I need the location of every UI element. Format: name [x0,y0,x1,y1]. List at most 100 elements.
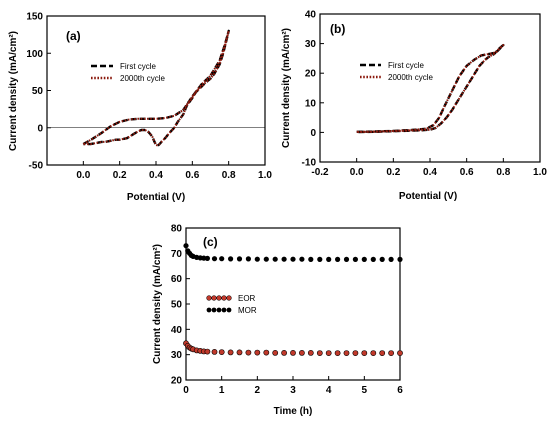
panel-b-xtick-label: -0.2 [311,167,329,178]
panel-a-ytick-label: 50 [32,86,44,97]
panel-c-eor-point [236,349,243,356]
panel-c-mor-point [361,256,367,262]
panel-c-eor-point [218,349,225,355]
panel-c-eor-point [361,350,368,356]
panel-b-series-2000th-cycle-line [356,44,505,134]
panel-c-mor-point [228,256,234,262]
panel-a-ytick-label: 100 [26,49,43,60]
panel-c-eor-point [334,350,341,356]
panel-c-eor-point [316,350,323,356]
panel-c-eor-point [397,350,403,356]
panel-c-ytick-label: 50 [171,300,183,311]
panel-c-eor-point [211,348,218,355]
panel-c-xtick-label: 6 [397,385,403,396]
panel-a-ytick-label: 150 [26,12,43,23]
panel-a-ylabel: Current density (mA/cm²) [8,31,19,151]
panel-b-plot-frame [319,13,541,163]
panel-c-eor-point [254,349,261,356]
legend-c-mor-dot [206,307,212,313]
panel-a: 0.0 0.2 0.4 0.6 0.8 1.0 -50 0 50 100 150 (a) First… [8,12,272,204]
panel-b-xtick-label: 0.4 [423,167,437,178]
panel-c-eor-point [388,350,394,356]
panel-c-xtick-label: 5 [362,385,368,396]
legend-c-mor-dot [216,307,222,313]
panel-a-xtick-label: 0.2 [113,170,127,181]
panel-c-ytick-label: 60 [171,274,183,285]
panel-b-xtick-label: 0.0 [350,167,364,178]
panel-a-ticks: 0.0 0.2 0.4 0.6 0.8 1.0 -50 0 50 100 150 [26,12,272,182]
panel-b-ytick-label: 10 [305,98,317,109]
panel-c-eor-point [379,350,386,356]
panel-c: 0 1 2 3 4 5 6 20 30 40 50 60 70 80 (c) EOR MOR Time (… [152,224,403,418]
panel-b-xlabel: Potential (V) [399,191,457,202]
panel-c-ylabel: Current density (mA/cm²) [152,244,163,364]
panel-c-mor-point [290,256,296,262]
panel-c-mor-point [397,256,403,262]
legend-c-mor-dot [226,307,232,313]
panel-c-mor-point [326,256,332,262]
legend-c-mor-swatch [206,307,232,313]
panel-a-xtick-label: 0.4 [149,170,163,181]
legend-c-mor-dot [211,307,217,313]
panel-a-series [82,29,230,147]
panel-c-eor-point [227,349,234,356]
panel-b-ytick-label: 30 [305,39,317,50]
panel-b-ytick-label: 20 [305,69,317,80]
panel-c-eor-point [272,349,279,356]
panel-b-ytick-label: 0 [310,128,316,139]
panel-b-xtick-label: 0.2 [386,167,400,178]
panel-c-eor-point [245,349,252,356]
legend-c-eor-dot [216,295,222,301]
panel-c-mor-point [335,256,341,262]
panel-c-eor-point [263,349,270,356]
panel-a-xtick-label: 0.0 [76,170,90,181]
legend-c-eor-dot [206,295,212,301]
legend-c-eor-swatch [206,295,232,301]
panel-c-eor-point [298,349,305,356]
panel-c-mor-point [204,255,210,261]
legend-a-first-label: First cycle [120,62,157,71]
panel-c-mor-point [219,256,225,262]
panel-a-xtick-label: 0.8 [222,170,236,181]
panel-c-mor-point [388,256,394,262]
panel-c-mor-point [183,243,189,249]
panel-c-eor-point [370,350,377,356]
legend-c-eor-label: EOR [238,294,256,303]
panel-c-mor-point [352,256,358,262]
legend-b-2000-label: 2000th cycle [388,73,433,82]
panel-b-label: (b) [330,22,345,36]
panel-c-eor-point [307,349,314,356]
panel-c-eor-point [343,350,350,356]
panel-c-mor-point [343,256,350,262]
panel-a-ytick-label: -50 [29,161,44,172]
legend-a-2000-label: 2000th cycle [120,74,165,83]
panel-c-ytick-label: 30 [171,350,183,361]
panel-a-xtick-label: 1.0 [258,170,272,181]
panel-a-xlabel: Potential (V) [127,192,185,203]
panel-b-xtick-label: 1.0 [533,167,547,178]
panel-c-mor-point [211,256,218,262]
panel-a-series-first-cycle-line [82,29,230,147]
panel-c-mor-point [245,256,251,262]
panel-b-ytick-label: 40 [305,10,317,21]
panel-c-mor-point [308,256,314,262]
panel-a-series-2000th-cycle-line [82,29,230,147]
panel-b-ytick-label: -10 [302,158,317,169]
panel-b: -0.2 0.0 0.2 0.4 0.6 0.8 1.0 -10 0 10 20 30 40 (b) F… [281,10,547,203]
panel-c-mor-point [263,256,269,262]
panel-b-ticks: -0.2 0.0 0.2 0.4 0.6 0.8 1.0 -10 0 10 20 30 40 [302,10,548,179]
legend-c-eor-dot [211,295,217,301]
legend-c-mor-dot [221,307,227,313]
panel-c-xtick-label: 1 [219,385,225,396]
legend-c-eor-dot [221,295,227,301]
panel-a-label: (a) [66,29,81,43]
panel-b-xtick-label: 0.6 [460,167,474,178]
panel-c-mor-point [281,256,287,262]
panel-c-ticks: 0 1 2 3 4 5 6 20 30 40 50 60 70 80 [171,224,403,397]
panel-c-plot-frame [185,227,401,381]
panel-c-ytick-label: 80 [171,224,183,235]
panel-c-mor-point [299,256,305,262]
panel-c-xtick-label: 0 [183,385,189,396]
panel-c-mor-point [379,256,385,262]
